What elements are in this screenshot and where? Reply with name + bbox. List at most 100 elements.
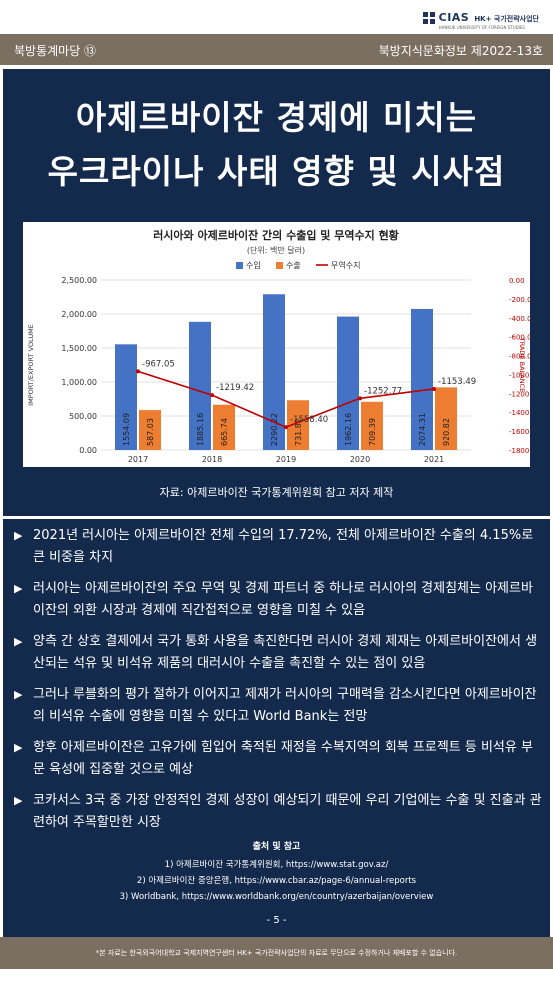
y2-tick-label: -600.00 xyxy=(509,334,530,342)
import-bar xyxy=(263,294,285,450)
bullet-text: 러시아는 아제르바이잔의 주요 무역 및 경제 파트너 중 하나로 러시아의 경… xyxy=(33,581,533,618)
balance-point xyxy=(136,369,140,374)
bullet-item: ▶ 코카서스 3국 중 가장 안정적인 경제 성장이 예상되기 때문에 우리 기업… xyxy=(11,790,543,834)
balance-value-label: -967.05 xyxy=(142,359,175,369)
chart-container: 러시아와 아제르바이잔 간의 수출입 및 무역수지 현황 (단위: 백만 달러) 0… xyxy=(23,222,530,467)
bullet-arrow-icon: ▶ xyxy=(14,741,23,754)
balance-value-label: -1252.77 xyxy=(364,386,402,396)
x-tick-label: 2021 xyxy=(424,455,444,464)
page-number: - 5 - xyxy=(266,915,287,926)
y-tick-label: 0.00 xyxy=(79,446,97,455)
logo-title: HK+ 국가전략사업단 xyxy=(474,15,539,23)
logo-mark-text: CIAS xyxy=(438,11,470,24)
export-bar xyxy=(361,401,383,450)
import-bar xyxy=(411,308,433,450)
balance-point xyxy=(284,425,288,430)
bullet-item: ▶ 그러나 루블화의 평가 절하가 이어지고 제재가 러시아의 구매력을 감소시킨… xyxy=(11,684,543,728)
y2-tick-label: 0.00 xyxy=(509,277,525,285)
export-value-label: 587.03 xyxy=(146,418,155,446)
balance-value-label: -1558.40 xyxy=(290,415,328,425)
import-value-label: 2074.31 xyxy=(418,413,427,446)
bullet-arrow-icon: ▶ xyxy=(14,794,23,807)
logo-subtitle: HANKUK UNIVERSITY OF FOREIGN STUDIES xyxy=(438,25,525,30)
import-value-label: 2290.22 xyxy=(270,413,279,446)
y2-tick-label: -1400.00 xyxy=(509,409,530,417)
y2-tick-label: -1600.00 xyxy=(509,428,530,436)
bullet-arrow-icon: ▶ xyxy=(14,635,23,648)
legend-label-import: 수입 xyxy=(246,261,261,270)
import-bar xyxy=(337,316,359,450)
x-tick-label: 2018 xyxy=(202,455,222,464)
issue-label: 북방지식문화정보 제2022-13호 xyxy=(378,44,543,58)
bullet-item: ▶ 양측 간 상호 결제에서 국가 통화 사용을 촉진한다면 러시아 경제 제재는… xyxy=(11,631,543,675)
import-bar xyxy=(189,321,211,450)
bullet-text: 양측 간 상호 결제에서 국가 통화 사용을 촉진한다면 러시아 경제 제재는 … xyxy=(33,634,538,671)
chart-title: 러시아와 아제르바이잔 간의 수출입 및 무역수지 현황 xyxy=(153,228,399,242)
export-bar xyxy=(435,387,457,450)
cias-logo-icon xyxy=(422,12,435,24)
page-title: 아제르바이잔 경제에 미치는 우크라이나 사태 영향 및 시사점 xyxy=(3,91,550,199)
y2-tick-label: -1800.00 xyxy=(509,447,530,455)
bullet-item: ▶ 2021년 러시아는 아제르바이잔 전체 수입의 17.72%, 전체 아제르… xyxy=(11,525,543,569)
bullet-text: 2021년 러시아는 아제르바이잔 전체 수입의 17.72%, 전체 아제르바… xyxy=(33,528,534,565)
chart-subtitle: (단위: 백만 달러) xyxy=(247,245,305,255)
chart-source: 자료: 아제르바이잔 국가통계위원회 참고 저자 제작 xyxy=(159,486,394,499)
balance-line xyxy=(137,370,435,429)
balance-value-label: -1153.49 xyxy=(438,377,476,387)
import-value-label: 1885.16 xyxy=(196,413,205,446)
header-bar: 북방통계마당 ⑬ 북방지식문화정보 제2022-13호 xyxy=(0,34,553,65)
balance-point xyxy=(358,396,362,401)
bullet-arrow-icon: ▶ xyxy=(14,582,23,595)
logo-text-group: CIAS HK+ 국가전략사업단 HANKUK UNIVERSITY OF FO… xyxy=(439,6,539,30)
footer-notice: *본 자료는 한국외국어대학교 국제지역연구센터 HK+ 국가전략사업단의 자료… xyxy=(0,937,553,969)
export-value-label: 709.39 xyxy=(368,418,377,446)
reference-item: 1) 아제르바이잔 국가통계위원회, https://www.stat.gov.… xyxy=(164,860,389,870)
import-value-label: 1554.09 xyxy=(122,413,131,446)
y2-tick-label: -400.00 xyxy=(509,315,530,323)
title-line-2: 우크라이나 사태 영향 및 시사점 xyxy=(47,152,506,191)
legend-label-export: 수출 xyxy=(286,260,301,270)
legend-label-balance: 무역수지 xyxy=(331,260,360,270)
y2-axis-label: TRADE BALANCE xyxy=(518,337,526,392)
export-value-label: 920.82 xyxy=(442,418,451,446)
x-tick-label: 2017 xyxy=(128,455,148,464)
bullet-list: ▶ 2021년 러시아는 아제르바이잔 전체 수입의 17.72%, 전체 아제르… xyxy=(11,525,543,843)
series-label: 북방통계마당 ⑬ xyxy=(14,44,97,58)
bullet-text: 코카서스 3국 중 가장 안정적인 경제 성장이 예상되기 때문에 우리 기업에… xyxy=(33,793,542,830)
legend-swatch-export xyxy=(276,262,283,269)
balance-value-label: -1219.42 xyxy=(216,383,254,393)
export-value-label: 731.82 xyxy=(294,418,303,446)
bullet-text: 그러나 루블화의 평가 절하가 이어지고 제재가 러시아의 구매력을 감소시킨다… xyxy=(33,687,537,724)
references-title: 출처 및 참고 xyxy=(252,842,301,852)
import-value-label: 1962.16 xyxy=(344,413,353,446)
y-tick-label: 1,000.00 xyxy=(61,378,97,387)
references: 출처 및 참고 1) 아제르바이잔 국가통계위원회, https://www.s… xyxy=(3,839,550,905)
y2-tick-label: -200.00 xyxy=(509,296,530,304)
export-bar xyxy=(287,400,309,450)
balance-point xyxy=(210,393,214,398)
trade-chart: 러시아와 아제르바이잔 간의 수출입 및 무역수지 현황 (단위: 백만 달러) 0… xyxy=(27,228,530,464)
x-tick-label: 2020 xyxy=(350,455,370,464)
y-tick-label: 1,500.00 xyxy=(61,344,97,353)
x-tick-label: 2019 xyxy=(276,455,296,464)
y-tick-label: 500.00 xyxy=(69,412,97,421)
legend-swatch-import xyxy=(236,262,243,269)
main-panel: 아제르바이잔 경제에 미치는 우크라이나 사태 영향 및 시사점 러시아와 아제… xyxy=(3,69,550,969)
y2-tick-label: -1000.00 xyxy=(509,371,530,379)
export-bar xyxy=(213,404,235,450)
reference-item: 2) 아제르바이잔 중앙은행, https://www.cbar.az/page… xyxy=(136,876,417,886)
y-tick-label: 2,500.00 xyxy=(61,276,97,285)
bullet-arrow-icon: ▶ xyxy=(14,529,23,542)
y-tick-label: 2,000.00 xyxy=(61,310,97,319)
reference-item: 3) Worldbank, https://www.worldbank.org/… xyxy=(119,892,434,902)
bullet-item: ▶ 러시아는 아제르바이잔의 주요 무역 및 경제 파트너 중 하나로 러시아의 … xyxy=(11,578,543,622)
bullet-item: ▶ 향후 아제르바이잔은 고유가에 힘입어 축적된 재정을 수복지역의 회복 프로… xyxy=(11,737,543,781)
y-axis-label: IMPORT/EXPORT VOLUME xyxy=(27,324,35,406)
export-bar xyxy=(139,410,161,450)
title-line-1: 아제르바이잔 경제에 미치는 xyxy=(75,98,478,137)
y2-tick-label: -1200.00 xyxy=(509,390,530,398)
y2-tick-label: -800.00 xyxy=(509,353,530,361)
export-value-label: 665.74 xyxy=(220,418,229,446)
divider xyxy=(3,516,550,519)
bullet-arrow-icon: ▶ xyxy=(14,688,23,701)
